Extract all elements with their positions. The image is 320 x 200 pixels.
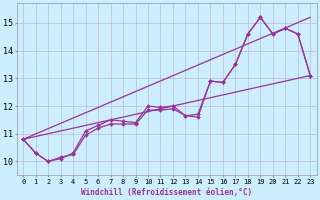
X-axis label: Windchill (Refroidissement éolien,°C): Windchill (Refroidissement éolien,°C) xyxy=(81,188,252,197)
